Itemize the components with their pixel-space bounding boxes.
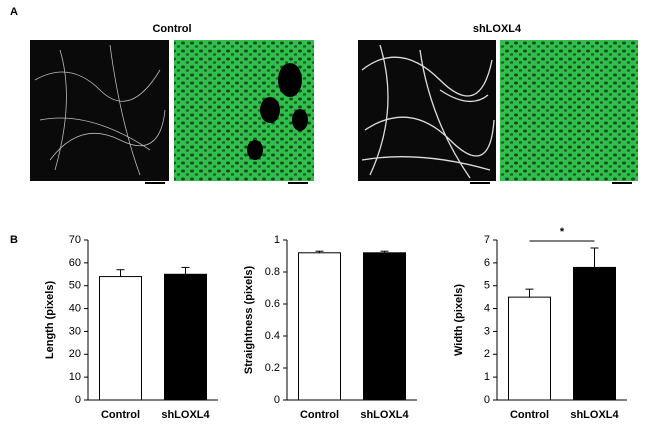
x-tick-label: shLOXL4 [360,409,409,421]
y-tick-label: 30 [69,325,81,337]
y-tick-label: 3 [484,325,490,337]
y-tick-label: 1 [274,234,280,246]
y-tick-label: 10 [69,371,81,383]
y-tick-label: 0.2 [265,362,280,374]
y-tick-label: 40 [69,302,81,314]
y-tick-label: 50 [69,280,81,292]
y-tick-label: 6 [484,257,490,269]
y-tick-label: 0 [274,394,280,406]
y-axis-label: Width (pixels) [453,284,465,356]
y-tick-label: 0.6 [265,298,280,310]
bar [298,252,341,401]
x-tick-label: Control [101,409,140,421]
y-tick-label: 5 [484,280,490,292]
y-tick-label: 7 [484,234,490,246]
y-tick-label: 70 [69,234,81,246]
micrographs [30,40,638,184]
panel-label: B [10,234,18,246]
y-tick-label: 4 [484,302,490,314]
y-tick-label: 20 [69,348,81,360]
y-tick-label: 60 [69,257,81,269]
x-tick-label: shLOXL4 [161,409,210,421]
y-axis-label: Length (pixels) [44,281,56,360]
bar [164,273,207,401]
x-tick-label: Control [510,409,549,421]
y-tick-label: 2 [484,348,490,360]
image-title: Control [152,23,191,35]
significance-label: * [560,226,565,238]
image-title: shLOXL4 [473,23,522,35]
x-tick-label: Control [300,409,339,421]
bar [573,266,616,401]
bar [508,296,551,401]
panel-label: A [10,6,18,18]
bar [363,252,406,401]
x-tick-label: shLOXL4 [570,409,619,421]
bar [99,276,142,401]
y-axis-label: Straightness (pixels) [243,266,255,375]
y-tick-label: 0.8 [265,266,280,278]
y-tick-label: 1 [484,371,490,383]
y-tick-label: 0.4 [265,330,280,342]
y-tick-label: 0 [484,394,490,406]
y-tick-label: 0 [75,394,81,406]
